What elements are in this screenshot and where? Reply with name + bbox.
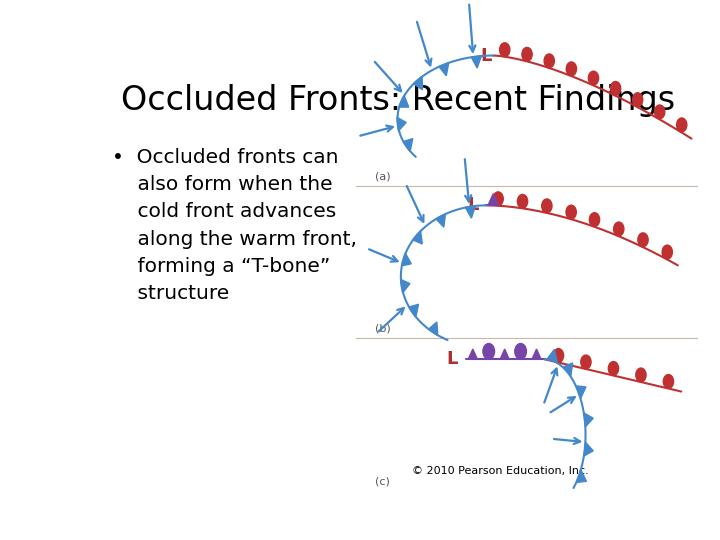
Circle shape [544, 54, 554, 68]
Circle shape [632, 93, 643, 106]
Circle shape [638, 233, 648, 247]
Polygon shape [576, 386, 586, 399]
Circle shape [588, 71, 598, 85]
Circle shape [581, 355, 591, 369]
Polygon shape [402, 253, 411, 266]
Circle shape [522, 48, 532, 61]
Circle shape [677, 118, 687, 132]
Circle shape [493, 192, 503, 206]
Circle shape [518, 194, 528, 208]
Text: (b): (b) [375, 324, 391, 334]
Polygon shape [439, 63, 449, 76]
Polygon shape [436, 214, 446, 227]
Circle shape [590, 213, 600, 227]
Polygon shape [468, 349, 477, 359]
Circle shape [541, 199, 552, 213]
Polygon shape [413, 231, 423, 244]
Polygon shape [400, 279, 410, 293]
Circle shape [608, 362, 618, 375]
Circle shape [483, 343, 495, 359]
Polygon shape [409, 304, 418, 317]
Text: L: L [467, 197, 478, 214]
Polygon shape [428, 322, 438, 335]
Polygon shape [577, 470, 586, 482]
Text: •  Occluded fronts can
    also form when the
    cold front advances
    along : • Occluded fronts can also form when the… [112, 148, 357, 303]
Circle shape [500, 43, 510, 57]
Polygon shape [488, 194, 498, 205]
Text: © 2010 Pearson Education, Inc.: © 2010 Pearson Education, Inc. [412, 465, 588, 476]
Circle shape [613, 222, 624, 236]
Circle shape [553, 349, 564, 362]
Polygon shape [399, 95, 409, 107]
Circle shape [663, 375, 674, 388]
Polygon shape [547, 349, 557, 362]
Polygon shape [403, 139, 413, 152]
Polygon shape [584, 442, 593, 456]
Text: L: L [446, 350, 458, 368]
Text: Occluded Fronts: Recent Findings: Occluded Fronts: Recent Findings [121, 84, 675, 117]
Circle shape [654, 105, 665, 119]
Circle shape [662, 245, 672, 259]
Polygon shape [532, 349, 541, 359]
Polygon shape [563, 363, 572, 376]
Polygon shape [472, 56, 482, 68]
Polygon shape [397, 117, 406, 131]
Circle shape [636, 368, 646, 382]
Polygon shape [465, 206, 475, 218]
Text: L: L [481, 46, 492, 64]
Circle shape [566, 62, 577, 76]
Circle shape [611, 82, 621, 96]
Polygon shape [584, 413, 593, 427]
Text: (c): (c) [375, 476, 390, 486]
Polygon shape [413, 76, 423, 90]
Text: (a): (a) [375, 172, 391, 181]
Polygon shape [500, 349, 509, 359]
Circle shape [515, 343, 526, 359]
Circle shape [566, 205, 576, 219]
